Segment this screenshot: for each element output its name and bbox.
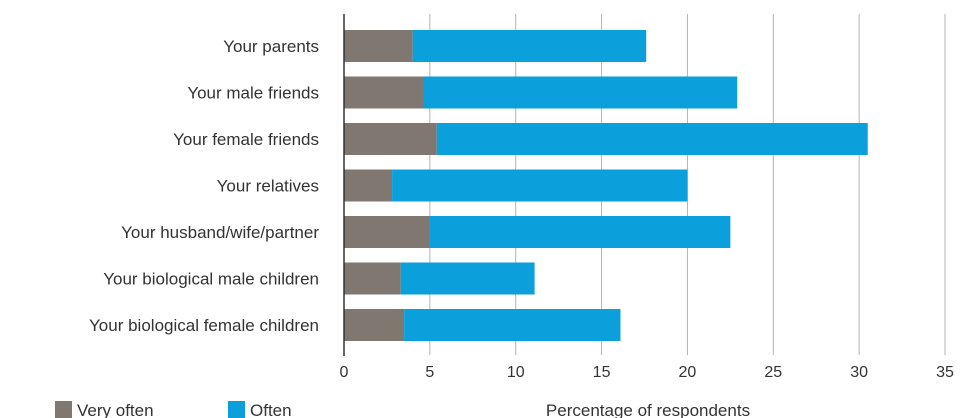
bar-often-your-relatives bbox=[392, 169, 688, 202]
bar-very-often-your-biological-male-children bbox=[344, 262, 401, 295]
category-label-your-female-friends: Your female friends bbox=[173, 130, 319, 149]
x-tick-label-0: 0 bbox=[340, 364, 349, 381]
legend-label-often: Often bbox=[250, 401, 292, 418]
x-tick-label-20: 20 bbox=[679, 364, 697, 381]
x-tick-label-25: 25 bbox=[764, 364, 782, 381]
x-tick-label-10: 10 bbox=[507, 364, 525, 381]
category-labels: Your parents Your male friends Your female… bbox=[89, 37, 319, 335]
x-tick-label-5: 5 bbox=[425, 364, 434, 381]
x-tick-label-15: 15 bbox=[593, 364, 611, 381]
legend-swatch-very-often bbox=[55, 401, 72, 418]
category-label-your-male-friends: Your male friends bbox=[187, 84, 319, 103]
bar-often-your-female-friends bbox=[436, 123, 868, 155]
x-tick-labels: 0 5 10 15 20 25 30 35 bbox=[340, 364, 954, 381]
category-label-your-parents: Your parents bbox=[223, 37, 319, 56]
bar-very-often-your-relatives bbox=[344, 169, 393, 202]
category-label-your-biological-male-children: Your biological male children bbox=[103, 270, 319, 289]
x-tick-label-30: 30 bbox=[850, 364, 868, 381]
bar-very-often-your-parents bbox=[344, 30, 413, 62]
bar-often-your-biological-female-children bbox=[404, 309, 621, 341]
category-label-your-husband-wife-partner: Your husband/wife/partner bbox=[121, 223, 319, 242]
bars bbox=[344, 30, 868, 341]
bar-very-often-your-husband-wife-partner bbox=[344, 216, 430, 248]
bar-often-your-husband-wife-partner bbox=[429, 216, 731, 248]
category-label-your-relatives: Your relatives bbox=[217, 177, 319, 196]
category-label-your-biological-female-children: Your biological female children bbox=[89, 316, 319, 335]
legend-label-very-often: Very often bbox=[77, 401, 154, 418]
bar-often-your-parents bbox=[412, 30, 647, 62]
bar-often-your-biological-male-children bbox=[400, 262, 535, 295]
bar-very-often-your-female-friends bbox=[344, 123, 437, 155]
bar-very-often-your-male-friends bbox=[344, 76, 423, 109]
legend: Very often Often bbox=[55, 401, 292, 418]
bar-very-often-your-biological-female-children bbox=[344, 309, 405, 341]
x-axis-title: Percentage of respondents bbox=[546, 401, 750, 418]
legend-swatch-often bbox=[228, 401, 245, 418]
bar-often-your-male-friends bbox=[422, 76, 738, 109]
x-tick-label-35: 35 bbox=[936, 364, 954, 381]
